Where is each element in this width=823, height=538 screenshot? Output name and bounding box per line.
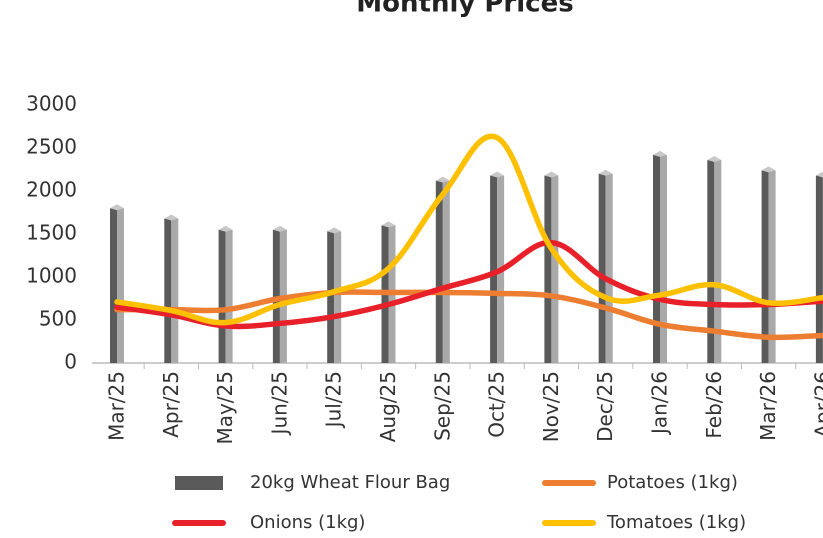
line-series [114,289,823,341]
legend-label: Tomatoes (1kg) [606,512,746,533]
x-tick-label: Oct/25 [485,371,509,438]
bar [653,150,667,363]
y-tick-label: 1000 [26,264,77,288]
bar-face [653,154,660,363]
bar [110,204,124,363]
line-series [114,239,823,330]
bar [272,225,287,363]
bar-face [544,175,552,363]
bar-top [110,204,124,211]
x-tick-label: Feb/26 [702,371,726,439]
bar-side [551,175,559,363]
legend-label: Onions (1kg) [250,512,365,533]
x-tick-label: Aug/25 [376,371,400,442]
bar-face [327,231,335,363]
y-tick-label: 500 [39,307,77,331]
bar-top [761,166,776,173]
bar-side [605,173,613,363]
bar-top [490,171,505,178]
bar [761,166,776,363]
bar-top [544,171,559,178]
bar-top [381,221,396,228]
bar [164,214,179,363]
bar-side [442,180,450,363]
legend-label: Potatoes (1kg) [607,472,738,493]
bar-side [171,218,179,363]
bar [707,156,722,363]
legend-label: 20kg Wheat Flour Bag [250,472,450,493]
bar-face [761,170,769,363]
bar-top [598,169,613,176]
bar-top [164,214,179,221]
line-series [114,133,823,326]
bar-top [272,225,287,232]
bar-side [660,154,667,363]
bar-face [110,208,117,363]
bar-face [435,180,443,363]
x-tick-label: Mar/26 [756,371,780,441]
bar-side [714,160,722,363]
bar [544,171,559,363]
bar-face [218,229,226,363]
bar-face [815,175,823,363]
x-tick-label: Apr/26 [810,371,823,438]
x-tick-label: Dec/25 [593,371,617,442]
x-tick-label: Sep/25 [430,371,454,441]
x-tick-label: Nov/25 [539,371,563,442]
y-tick-label: 3000 [26,92,77,116]
bar [327,227,342,363]
bar-top [707,156,722,163]
y-tick-label: 1500 [26,221,77,245]
x-tick-label: Jul/25 [322,371,346,429]
bar-top [218,225,233,232]
bar-top [653,150,667,157]
bar-top [815,171,823,178]
y-tick-label: 0 [64,350,77,374]
x-tick-label: Jun/25 [267,371,291,436]
bar-top [435,176,450,183]
bar [435,176,450,363]
x-tick-label: Apr/25 [159,371,183,438]
chart-title: Monthly Prices [356,0,573,19]
bar-side [768,170,776,363]
x-tick-label: May/25 [213,371,237,445]
bar-face [598,173,606,363]
x-tick-label: Mar/25 [105,371,129,441]
bar-top [327,227,342,234]
bar [218,225,233,363]
bar-face [490,175,498,363]
bar [598,169,613,363]
bar-face [164,218,172,363]
x-tick-label: Jan/26 [648,371,672,436]
bar-side [117,208,124,363]
y-tick-label: 2500 [26,135,77,159]
bar-side [334,231,342,363]
y-tick-label: 2000 [26,178,77,202]
bar-face [707,160,715,363]
legend-swatch [175,476,223,490]
bar-side [225,229,233,363]
